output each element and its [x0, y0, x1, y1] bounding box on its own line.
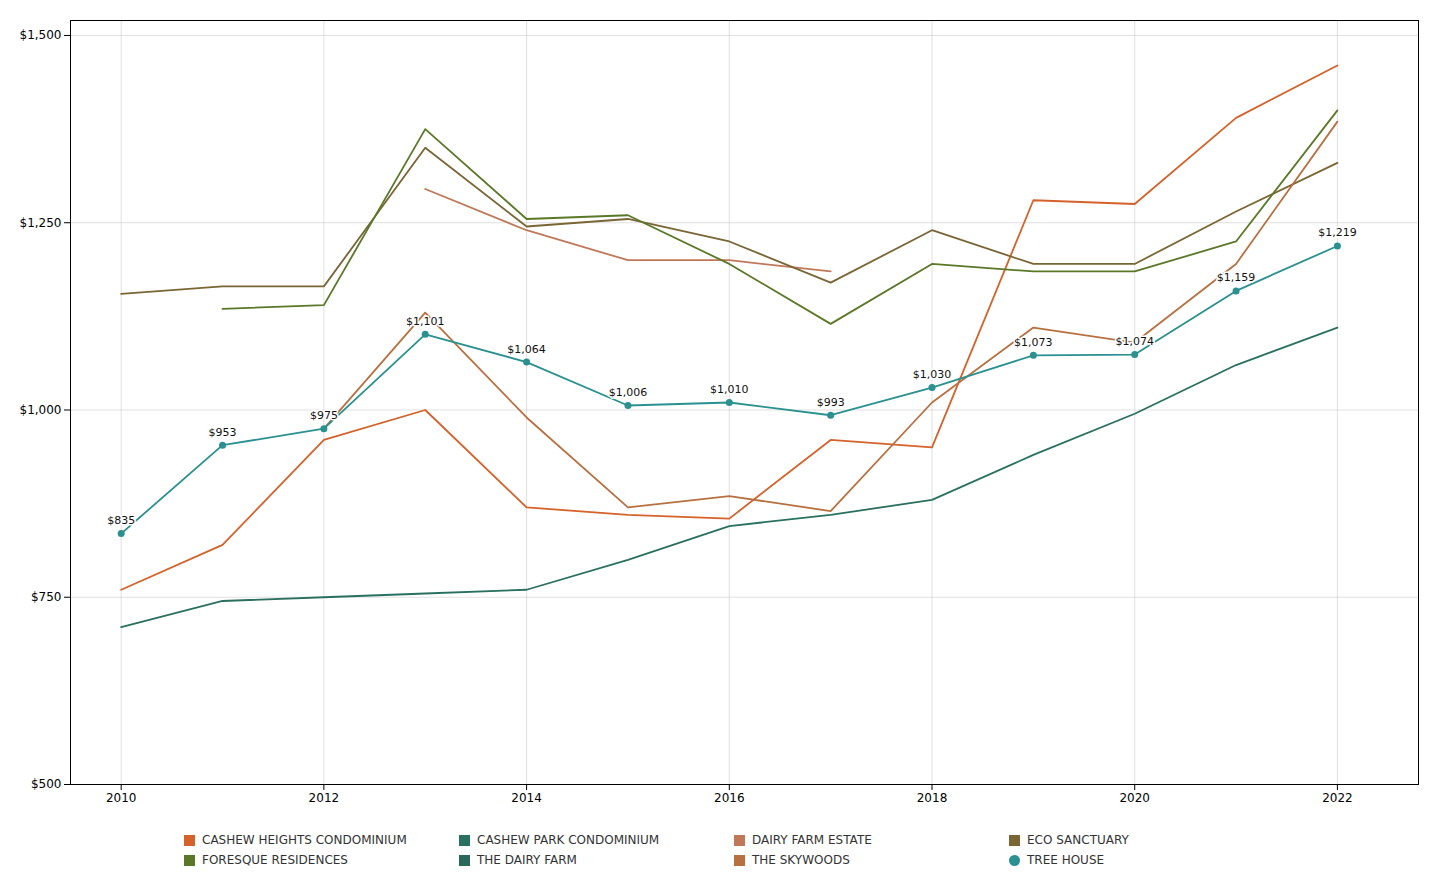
svg-text:$1,500: $1,500: [20, 28, 62, 42]
svg-text:2016: 2016: [714, 791, 745, 805]
svg-text:$1,101: $1,101: [406, 315, 445, 328]
svg-text:$500: $500: [31, 777, 62, 791]
html-text:CASHEW HEIGHTS CONDOMINIUM: CASHEW HEIGHTS CONDOMINIUM: [202, 833, 407, 847]
svg-text:$1,006: $1,006: [609, 386, 648, 399]
svg-text:$1,250: $1,250: [20, 216, 62, 230]
html-text:FORESQUE RESIDENCES: FORESQUE RESIDENCES: [202, 853, 348, 867]
svg-text:2012: 2012: [309, 791, 340, 805]
svg-text:$975: $975: [310, 409, 338, 422]
html-text:CASHEW PARK CONDOMINIUM: CASHEW PARK CONDOMINIUM: [477, 833, 660, 847]
svg-text:$993: $993: [817, 396, 845, 409]
html-text:THE SKYWOODS: THE SKYWOODS: [752, 853, 850, 867]
html-text:TREE HOUSE: TREE HOUSE: [1027, 853, 1105, 867]
svg-text:2020: 2020: [1119, 791, 1150, 805]
svg-text:$1,073: $1,073: [1014, 336, 1053, 349]
html-text:ECO SANCTUARY: ECO SANCTUARY: [1027, 833, 1129, 847]
svg-text:$1,219: $1,219: [1318, 226, 1357, 239]
html-text:DAIRY FARM ESTATE: DAIRY FARM ESTATE: [752, 833, 872, 847]
svg-text:2018: 2018: [917, 791, 948, 805]
svg-text:$835: $835: [107, 514, 135, 527]
html-text:THE DAIRY FARM: THE DAIRY FARM: [477, 853, 577, 867]
svg-text:2022: 2022: [1322, 791, 1353, 805]
svg-text:$750: $750: [31, 590, 62, 604]
svg-text:$1,010: $1,010: [710, 383, 749, 396]
svg-text:$953: $953: [209, 426, 237, 439]
svg-text:$1,159: $1,159: [1217, 271, 1256, 284]
svg-text:2010: 2010: [106, 791, 137, 805]
svg-text:$1,074: $1,074: [1115, 335, 1154, 348]
svg-text:2014: 2014: [511, 791, 542, 805]
svg-text:$1,030: $1,030: [913, 368, 952, 381]
svg-text:$1,000: $1,000: [20, 403, 62, 417]
svg-text:$1,064: $1,064: [507, 343, 546, 356]
